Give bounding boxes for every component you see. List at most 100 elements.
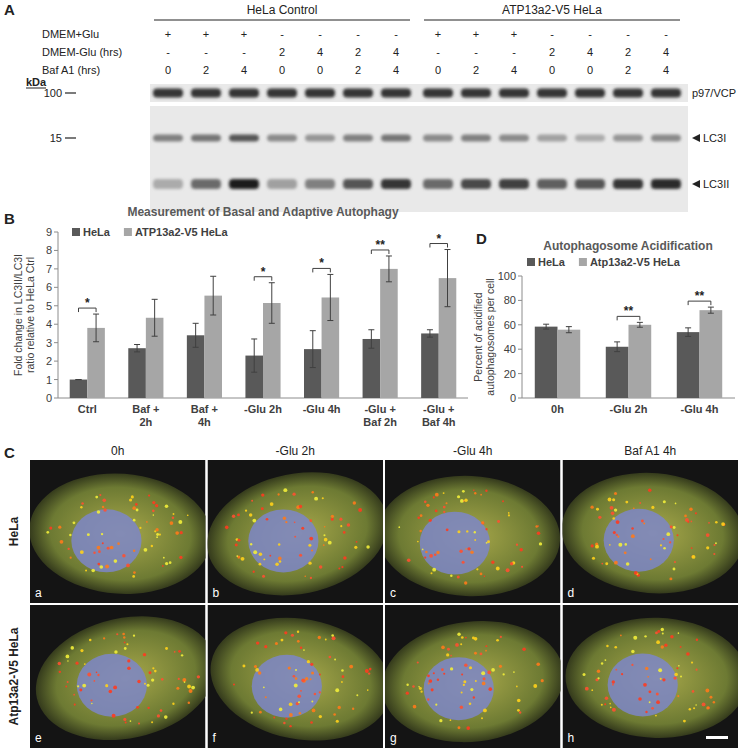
- punctum: [288, 666, 291, 669]
- punctum: [90, 700, 92, 702]
- punctum: [319, 674, 321, 676]
- panel-label: D: [476, 230, 487, 247]
- punctum: [283, 516, 287, 520]
- punctum: [609, 703, 611, 705]
- punctum: [631, 534, 635, 538]
- punctum: [660, 544, 662, 546]
- y-tick: [518, 300, 522, 301]
- punctum: [307, 660, 310, 663]
- punctum: [97, 546, 101, 550]
- blot-band: [461, 179, 491, 189]
- marker-label: 15: [50, 132, 62, 144]
- punctum: [583, 673, 586, 676]
- punctum: [592, 557, 595, 560]
- y-tick-label: 100: [498, 270, 516, 282]
- punctum: [610, 506, 614, 510]
- punctum: [144, 683, 146, 685]
- cell-body: [208, 605, 384, 748]
- error-stem: [688, 328, 689, 337]
- punctum: [461, 673, 463, 675]
- punctum: [713, 701, 715, 703]
- error-cap: [134, 351, 140, 352]
- punctum: [354, 546, 357, 549]
- punctum: [80, 649, 83, 652]
- punctum: [443, 673, 445, 675]
- error-bar: [708, 307, 714, 313]
- punctum: [242, 665, 245, 668]
- cell-body: [564, 615, 738, 740]
- punctum: [691, 547, 693, 549]
- error-bar: [193, 323, 199, 347]
- y-tick-label: 5: [46, 300, 52, 312]
- punctum: [343, 556, 346, 559]
- punctum: [197, 675, 200, 678]
- punctum: [263, 686, 265, 688]
- blot-band: [381, 89, 411, 98]
- bar: [677, 332, 700, 398]
- punctum: [107, 547, 110, 550]
- punctum: [124, 647, 127, 650]
- punctum: [89, 639, 92, 642]
- punctum: [662, 632, 664, 634]
- punctum: [647, 676, 649, 678]
- punctum: [669, 577, 672, 580]
- punctum: [293, 675, 296, 678]
- y-tick-label: 2: [46, 355, 52, 367]
- punctum: [181, 654, 183, 656]
- punctum: [433, 672, 435, 674]
- punctum: [406, 684, 408, 686]
- label-line: Fold change in LC3II/LC3I: [12, 254, 24, 376]
- punctum: [343, 531, 346, 534]
- punctum: [342, 675, 345, 678]
- error-stem: [546, 324, 547, 329]
- marker-tick: [65, 137, 76, 138]
- punctum: [277, 493, 279, 495]
- punctum: [341, 681, 343, 683]
- punctum: [174, 651, 176, 653]
- punctum: [497, 520, 500, 523]
- condition-value: 0: [279, 64, 285, 76]
- punctum: [338, 706, 341, 709]
- nucleus: [71, 509, 141, 572]
- punctum: [117, 542, 120, 545]
- punctum: [73, 694, 75, 696]
- cell-body: [385, 611, 561, 748]
- punctum: [480, 494, 482, 496]
- condition-value: 2: [355, 64, 361, 76]
- punctum: [645, 711, 647, 713]
- condition-value: 0: [165, 64, 171, 76]
- punctum: [254, 665, 257, 668]
- punctum: [517, 699, 521, 703]
- condition-value: -: [588, 28, 592, 40]
- punctum: [152, 667, 154, 669]
- punctum: [482, 682, 486, 686]
- condition-value: -: [166, 46, 170, 58]
- punctum: [300, 690, 302, 692]
- punctum: [516, 686, 518, 688]
- punctum: [151, 678, 154, 681]
- punctum: [80, 506, 82, 508]
- label-line: 0h: [551, 403, 564, 415]
- punctum: [491, 668, 495, 672]
- punctum: [122, 554, 125, 557]
- punctum: [693, 707, 695, 709]
- punctum: [601, 704, 603, 706]
- punctum: [626, 562, 630, 566]
- punctum: [289, 713, 293, 717]
- punctum: [252, 519, 256, 523]
- punctum: [612, 680, 615, 683]
- label-line: Baf +: [191, 403, 218, 415]
- punctum: [278, 557, 282, 561]
- punctum: [419, 530, 421, 532]
- punctum: [97, 563, 100, 566]
- punctum: [624, 551, 627, 554]
- punctum: [256, 641, 259, 644]
- punctum: [336, 720, 339, 723]
- punctum: [702, 702, 706, 706]
- punctum: [634, 571, 638, 575]
- error-stem: [271, 283, 272, 324]
- label-line: Percent of acidified: [472, 292, 484, 381]
- condition-value: 4: [663, 64, 669, 76]
- condition-value: -: [626, 28, 630, 40]
- condition-value: 2: [203, 64, 209, 76]
